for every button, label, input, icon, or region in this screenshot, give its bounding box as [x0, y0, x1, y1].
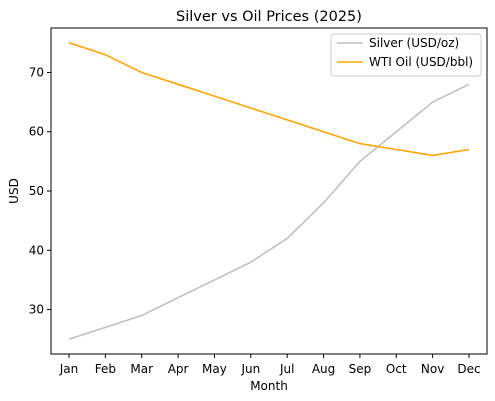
y-tick-label: 60 — [29, 125, 44, 139]
y-axis-label: USD — [7, 178, 21, 204]
series-layer — [68, 42, 470, 340]
x-tick-label: Sep — [349, 362, 372, 376]
plot-area — [50, 27, 488, 355]
y-tick-label: 30 — [29, 303, 44, 317]
x-axis: Jan Feb Mar Apr May Jun Jul Aug Sep Oct Nov Dec — [59, 354, 481, 376]
x-tick-label: Nov — [421, 362, 444, 376]
x-tick-label: Oct — [386, 362, 407, 376]
y-axis: 30 40 50 60 70 — [29, 65, 51, 317]
y-tick-label: 50 — [29, 184, 44, 198]
y-tick-label: 40 — [29, 243, 44, 257]
chart-title: Silver vs Oil Prices (2025) — [176, 9, 362, 25]
series-line-1 — [68, 42, 470, 157]
x-tick-label: Mar — [130, 362, 153, 376]
x-tick-label: Aug — [312, 362, 335, 376]
legend: Silver (USD/oz) WTI Oil (USD/bbl) — [330, 33, 482, 77]
x-tick-label: Apr — [168, 362, 189, 376]
legend-box — [330, 33, 482, 77]
legend-label-1: WTI Oil (USD/bbl) — [369, 55, 473, 69]
x-tick-label: Jul — [279, 362, 294, 376]
x-tick-label: Feb — [95, 362, 116, 376]
x-tick-label: Jan — [59, 362, 79, 376]
legend-label-0: Silver (USD/oz) — [369, 36, 459, 50]
x-tick-label: May — [202, 362, 227, 376]
y-tick-label: 70 — [29, 65, 44, 79]
x-axis-label: Month — [250, 379, 288, 393]
x-tick-label: Dec — [457, 362, 480, 376]
series-line-0 — [68, 83, 470, 340]
x-tick-label: Jun — [240, 362, 260, 376]
